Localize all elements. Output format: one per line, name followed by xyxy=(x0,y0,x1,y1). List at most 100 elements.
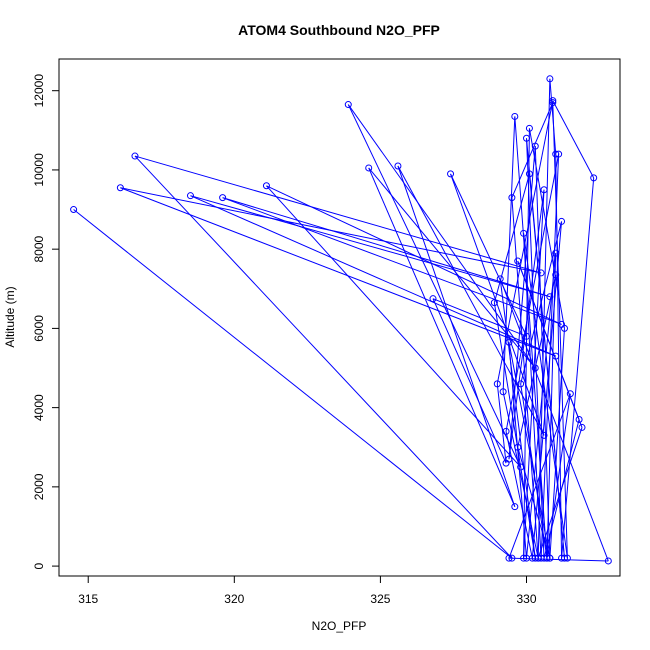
data-point xyxy=(563,554,571,562)
series-segment xyxy=(222,197,551,298)
data-point xyxy=(525,170,533,178)
data-point xyxy=(131,152,139,160)
data-point xyxy=(549,99,557,107)
data-point xyxy=(523,554,530,562)
data-point xyxy=(531,142,539,150)
series-segment xyxy=(561,177,595,559)
series-segment xyxy=(517,274,557,448)
data-point xyxy=(344,101,352,109)
data-point xyxy=(546,554,554,562)
series-segment xyxy=(190,195,556,357)
data-point xyxy=(511,503,519,511)
data-point xyxy=(505,554,513,562)
data-point xyxy=(523,332,530,340)
data-point xyxy=(496,275,504,283)
series-segment xyxy=(549,328,565,559)
data-point xyxy=(514,443,522,451)
data-point xyxy=(575,416,583,424)
y-tick-label: 8000 xyxy=(32,235,46,262)
series-points xyxy=(70,75,612,565)
series-segment xyxy=(432,298,527,337)
data-point xyxy=(520,229,528,237)
y-axis: 0 2000 4000 6000 8000 10000 12000 xyxy=(32,74,60,569)
chart-title: ATOM4 Southbound N2O_PFP xyxy=(238,22,440,38)
data-point xyxy=(523,134,530,142)
data-point xyxy=(531,364,539,372)
data-point xyxy=(540,431,548,439)
y-axis-label: Altitude (m) xyxy=(3,286,17,347)
series-segment xyxy=(493,173,530,303)
data-point xyxy=(186,192,194,200)
data-point xyxy=(552,271,560,279)
series-segment xyxy=(528,128,565,329)
series-segment xyxy=(511,102,554,198)
series-segment xyxy=(397,165,516,507)
series-segment xyxy=(523,128,530,559)
series-segment xyxy=(517,260,583,428)
data-point xyxy=(394,162,402,170)
y-tick-label: 4000 xyxy=(32,394,46,421)
data-point xyxy=(262,182,270,190)
series-segment xyxy=(222,197,562,325)
series-segment xyxy=(450,173,545,436)
data-point xyxy=(546,293,554,301)
series-segment xyxy=(190,195,551,298)
data-point xyxy=(525,124,533,132)
series-segment xyxy=(266,185,562,325)
x-tick-label: 325 xyxy=(370,592,390,606)
series-segment xyxy=(526,253,557,559)
data-point xyxy=(540,186,548,194)
series-segment xyxy=(552,102,568,559)
data-point xyxy=(116,184,124,192)
series-segment xyxy=(397,165,545,436)
series-segment xyxy=(508,146,536,460)
x-axis-label: N2O_PFP xyxy=(312,619,367,633)
series-segment xyxy=(134,155,542,274)
data-point xyxy=(543,554,551,562)
data-point xyxy=(511,112,519,120)
data-point xyxy=(490,299,498,307)
data-point xyxy=(552,150,560,158)
x-axis: 315 320 325 330 xyxy=(78,575,537,606)
data-point xyxy=(505,455,513,463)
data-point xyxy=(365,164,373,172)
series-segment xyxy=(502,116,516,392)
data-point xyxy=(70,206,78,214)
data-point xyxy=(499,388,507,396)
data-point xyxy=(447,170,455,178)
y-tick-label: 2000 xyxy=(32,473,46,500)
data-point xyxy=(508,554,516,562)
data-point xyxy=(552,249,560,257)
series-segment xyxy=(552,100,595,179)
data-point xyxy=(590,174,598,182)
series-segment xyxy=(537,78,551,559)
data-point xyxy=(560,324,568,332)
series-segment xyxy=(347,104,522,468)
data-point xyxy=(604,557,612,565)
series-segment xyxy=(266,185,522,468)
series-segment xyxy=(514,116,548,559)
series-segment xyxy=(134,155,513,559)
data-point xyxy=(219,194,227,202)
data-point xyxy=(517,380,525,388)
series-segment xyxy=(450,173,527,337)
data-point xyxy=(546,75,554,83)
data-point xyxy=(537,269,545,277)
data-point xyxy=(558,217,566,225)
series-segment xyxy=(511,197,539,559)
series-segment xyxy=(499,278,609,562)
data-point xyxy=(549,97,557,105)
data-point xyxy=(566,390,574,398)
x-tick-label: 320 xyxy=(224,592,244,606)
series-segment xyxy=(493,302,536,559)
series-segment xyxy=(505,431,533,559)
series-segment xyxy=(496,383,507,464)
data-point xyxy=(517,463,525,471)
series-segment xyxy=(368,167,516,507)
series-segment xyxy=(368,167,536,369)
series-segment xyxy=(499,278,536,559)
plot-frame xyxy=(58,58,621,577)
y-tick-label: 0 xyxy=(32,562,46,569)
series-segment xyxy=(502,391,539,559)
